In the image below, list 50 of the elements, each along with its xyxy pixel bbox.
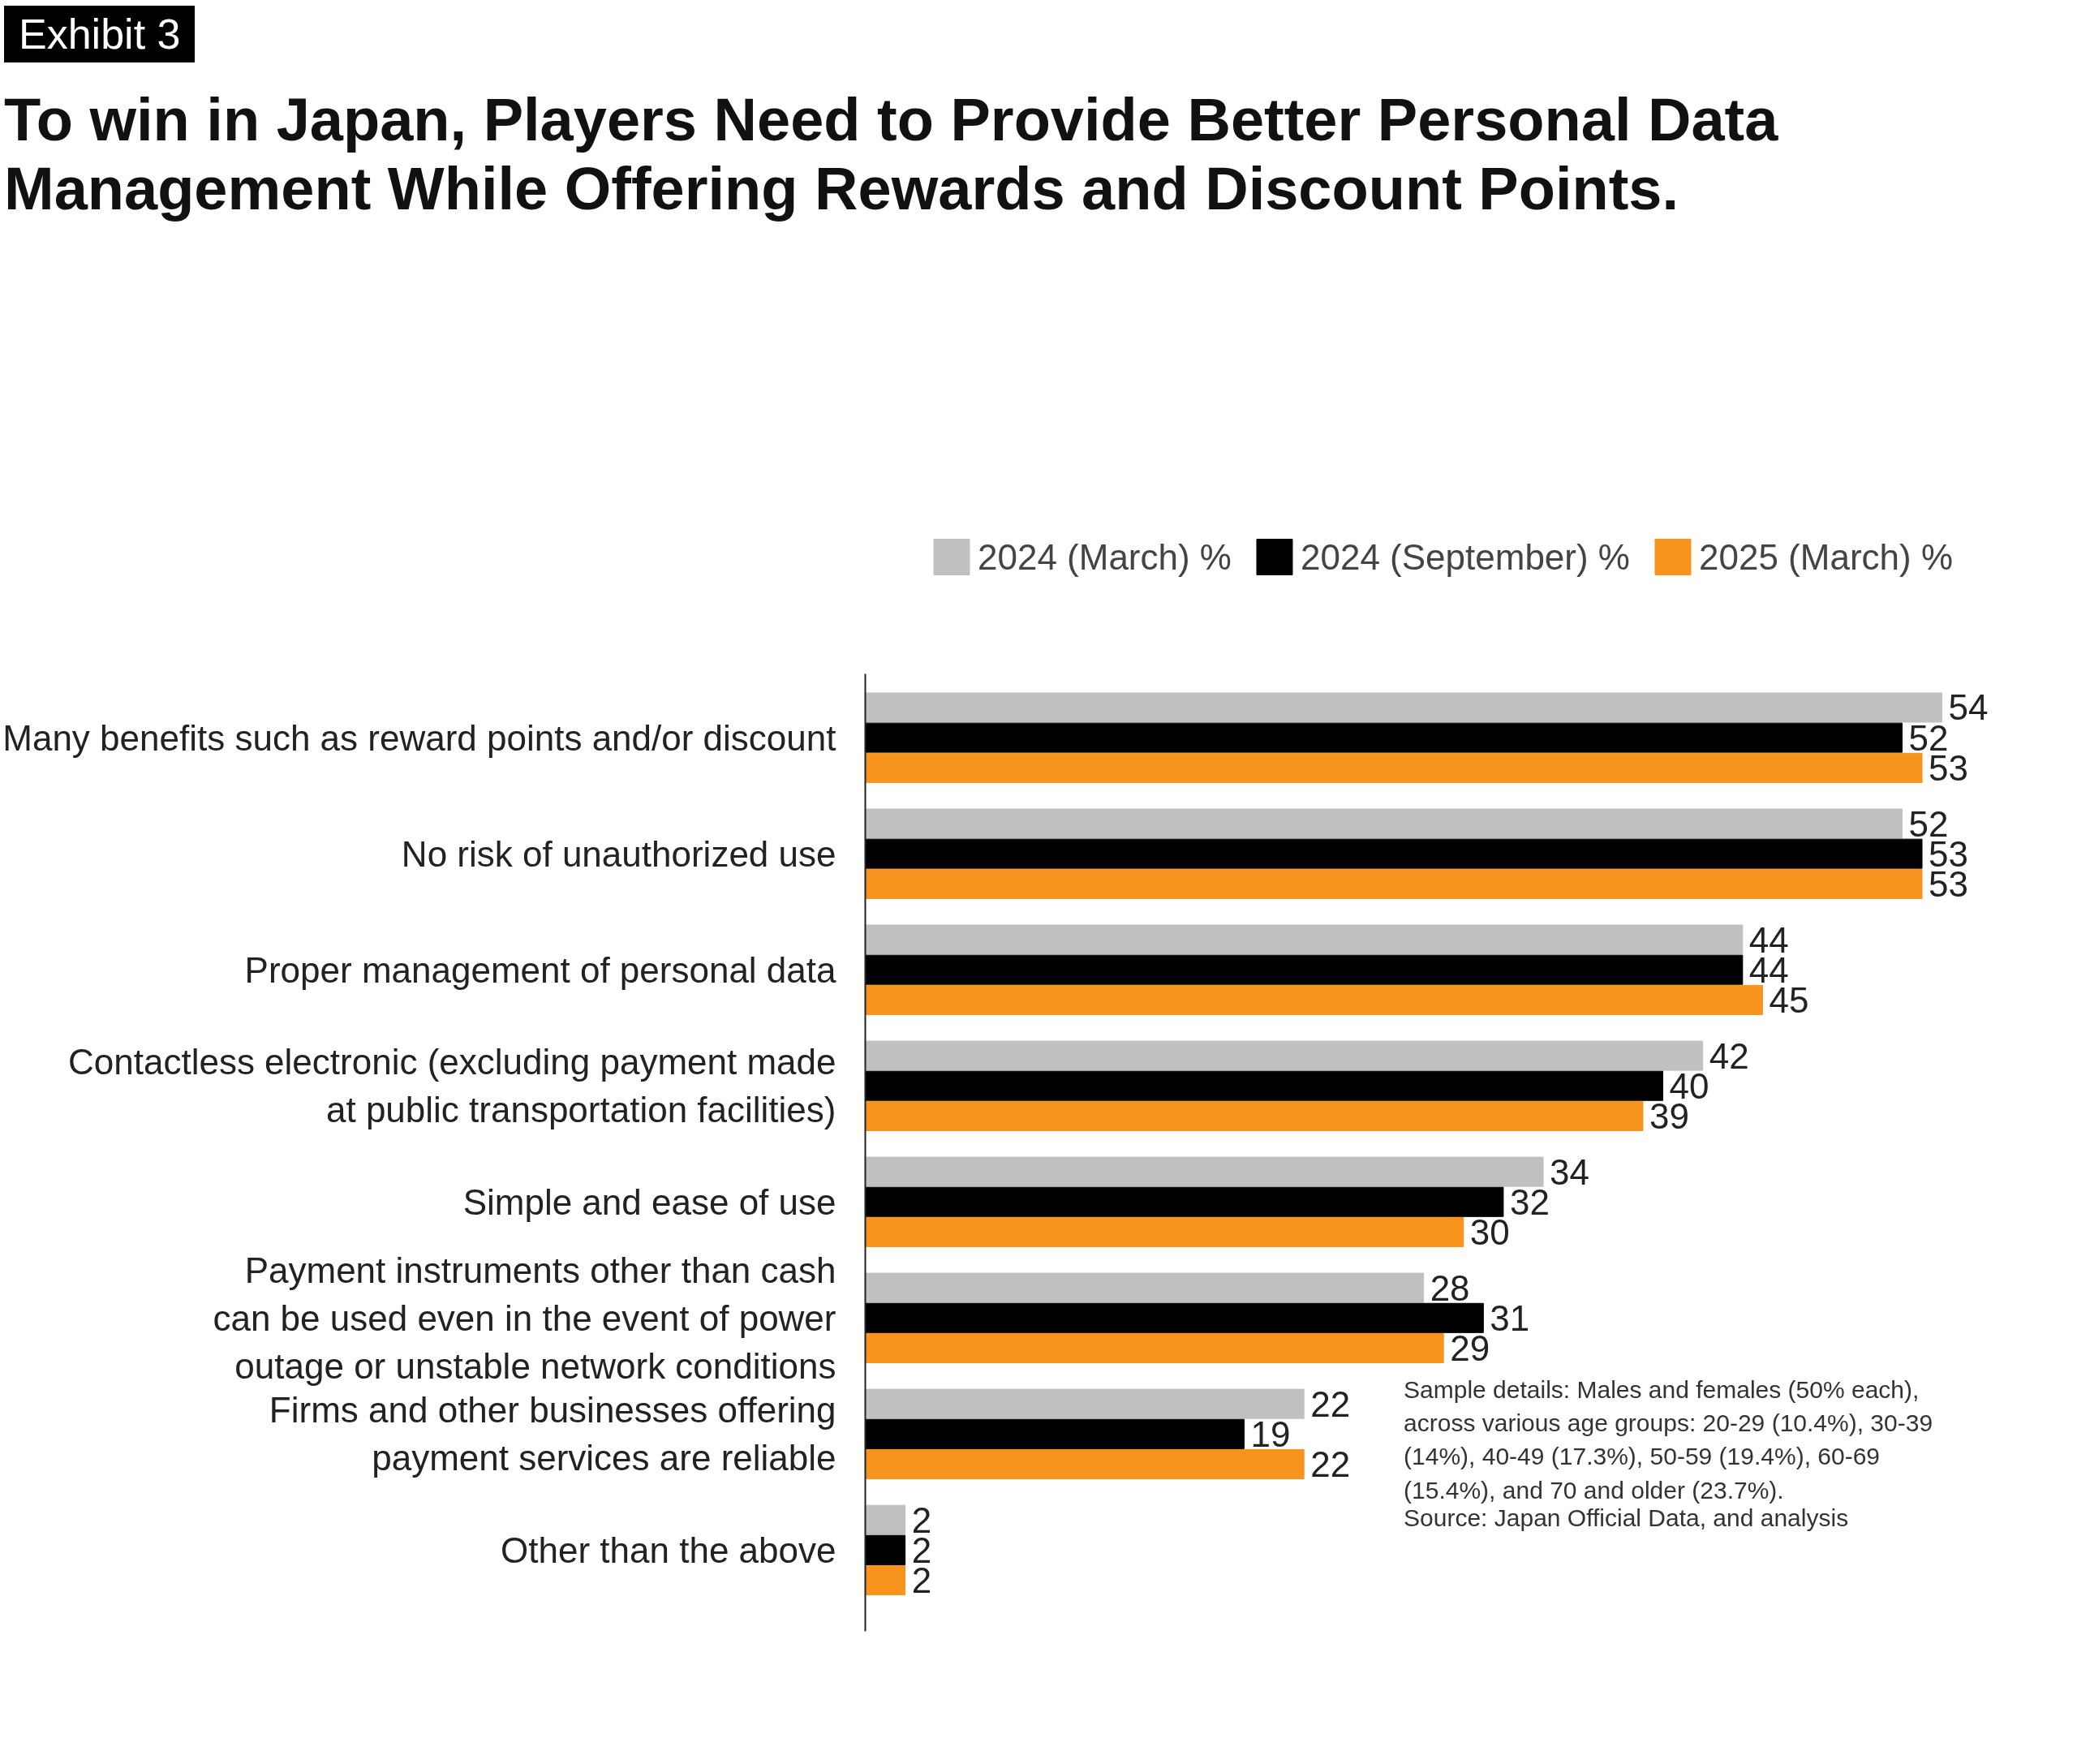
y-tick-label: No risk of unauthorized use <box>401 833 836 874</box>
y-tick-label: Many benefits such as reward points and/or discount <box>2 717 836 758</box>
bar <box>865 1070 1664 1101</box>
y-tick-label: Firms and other businesses offering payment services are reliable <box>269 1390 836 1478</box>
bar <box>865 954 1744 985</box>
chart-title: To win in Japan, Players Need to Provide Better Personal Data Management While Offering Rewards and Discount Points. <box>4 85 1779 224</box>
bar <box>865 1186 1504 1217</box>
text: Exhibit 3 <box>4 6 196 62</box>
bar <box>865 1100 1644 1131</box>
bar <box>865 1216 1464 1248</box>
data-label: 22 <box>1310 1444 1351 1485</box>
bar <box>865 752 1923 783</box>
bar <box>865 838 1923 869</box>
legend-label: 2024 (September) % <box>1301 536 1630 578</box>
bar <box>865 868 1923 899</box>
bar <box>865 1449 1305 1480</box>
data-label: 32 <box>1509 1181 1550 1222</box>
bar <box>865 1534 906 1565</box>
bar <box>865 692 1943 723</box>
bar <box>865 1388 1305 1419</box>
bar <box>865 808 1903 839</box>
bar <box>865 1565 906 1596</box>
y-tick-label: Simple and ease of use <box>462 1181 836 1222</box>
bar <box>865 1302 1484 1333</box>
annotation: Source: Japan Official Data, and analysis <box>1404 1504 1849 1531</box>
bar <box>865 722 1903 753</box>
annotation: Sample details: Males and females (50% each), across various age groups: 20-29 (10.4%), 30-39 (14%), 40-49 (17.3%), 50-59 (19.4%), 60-69 (15.4%), and 70 and older (23.7%). <box>1404 1375 1933 1504</box>
data-label: 31 <box>1490 1297 1530 1338</box>
y-tick-label: Proper management of personal data <box>244 949 837 990</box>
legend-label: 2024 (March) % <box>977 536 1232 578</box>
bar <box>865 924 1744 955</box>
data-label: 19 <box>1250 1413 1291 1454</box>
bar <box>865 1504 906 1535</box>
data-label: 30 <box>1469 1211 1510 1252</box>
data-label: 42 <box>1709 1035 1749 1076</box>
bar <box>865 1332 1444 1364</box>
legend-label: 2025 (March) % <box>1699 536 1954 578</box>
data-label: 54 <box>1948 687 1989 728</box>
bar <box>865 1156 1544 1187</box>
bar <box>865 1272 1425 1303</box>
bar <box>865 984 1763 1015</box>
y-tick-label: Payment instruments other than cash can be used even in the event of power outage or unstable network conditions <box>213 1250 836 1386</box>
data-label: 28 <box>1430 1267 1470 1308</box>
y-tick-label: Contactless electronic (excluding payment made at public transportation facilities) <box>68 1042 836 1130</box>
y-tick-label: Other than the above <box>501 1530 836 1570</box>
bar <box>865 1418 1245 1449</box>
data-label: 29 <box>1450 1328 1490 1369</box>
data-label: 34 <box>1550 1151 1590 1192</box>
bar <box>865 1040 1704 1071</box>
data-label: 22 <box>1310 1383 1351 1424</box>
